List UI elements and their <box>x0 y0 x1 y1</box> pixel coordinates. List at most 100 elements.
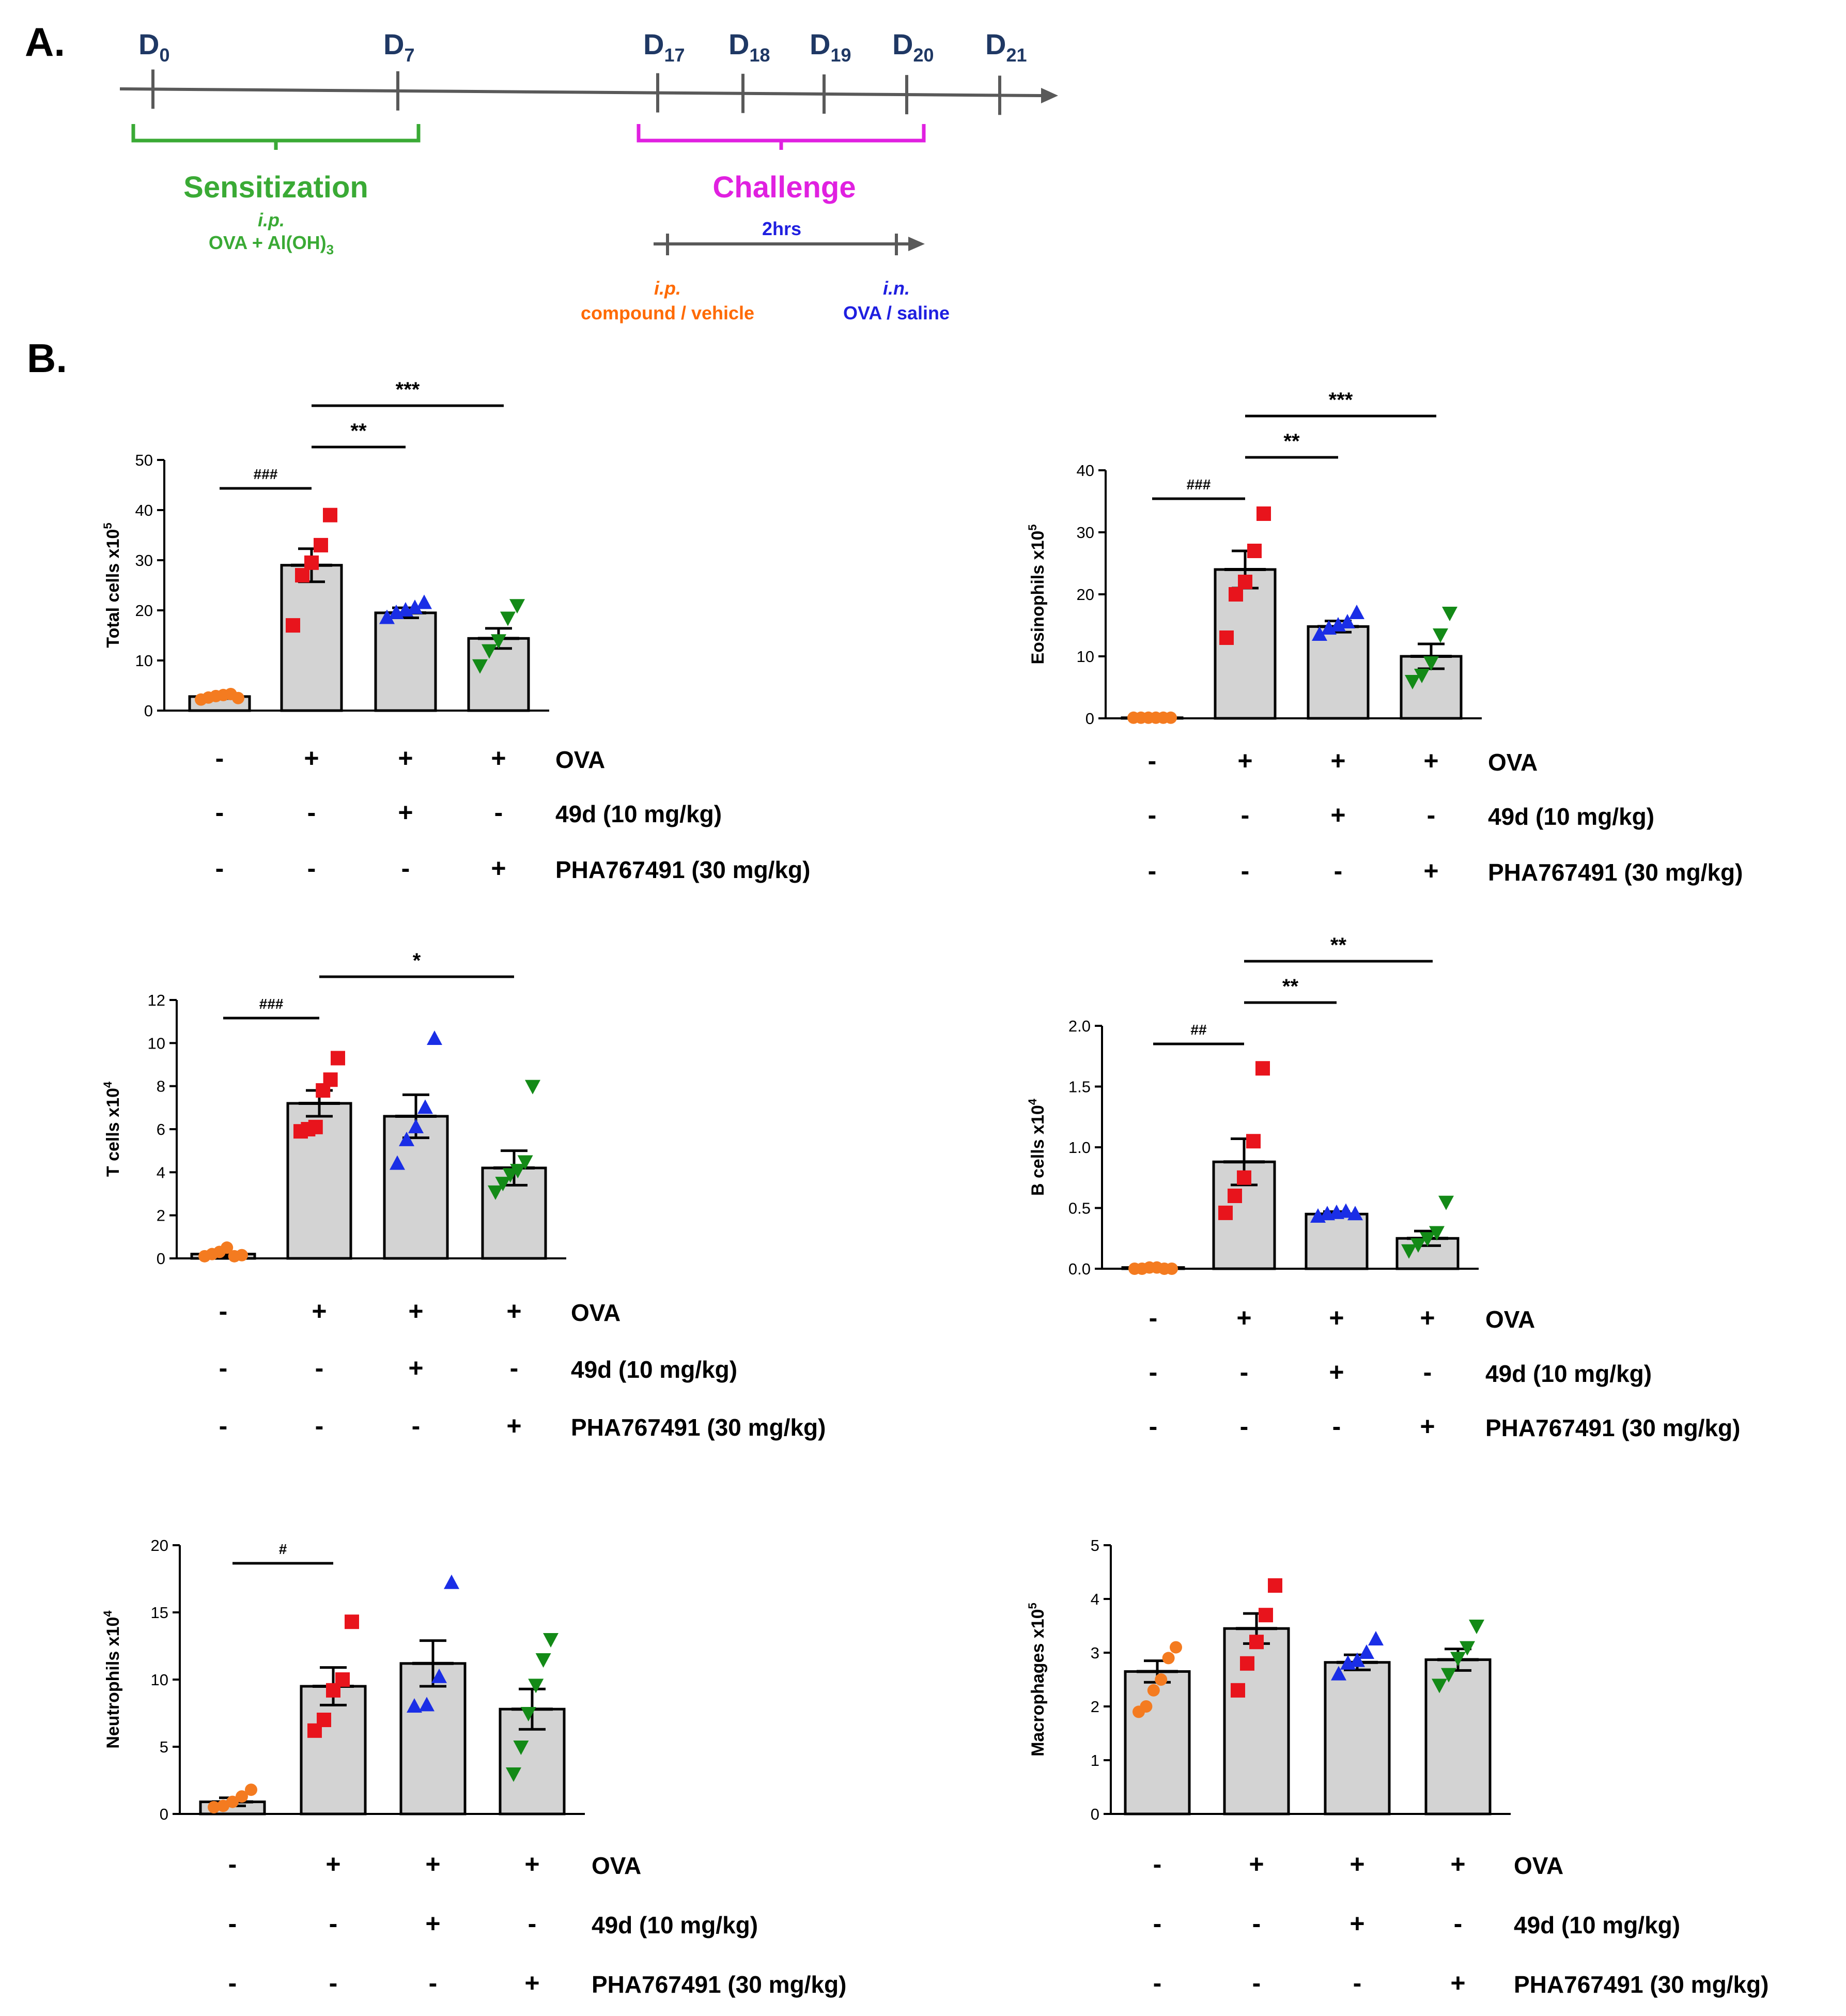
group-label: PHA767491 (30 mg/kg) <box>1514 1971 1769 1998</box>
group-sign: - <box>510 1353 519 1382</box>
day-label: D17 <box>643 28 685 66</box>
group-sign: - <box>1332 1412 1341 1441</box>
day-label-sub: 21 <box>1006 44 1027 66</box>
bar <box>1324 1661 1391 1815</box>
timeline-diagram: D0 D7 D17 D18 D19 D20 D21 Sensitization i.p. O… <box>119 28 1058 324</box>
y-tick-label: 40 <box>135 501 153 519</box>
day-label-base: D <box>138 28 159 60</box>
data-point <box>419 1697 435 1712</box>
significance-label: ** <box>1283 430 1300 453</box>
group-sign: + <box>1450 1850 1465 1879</box>
y-tick-label: 0.5 <box>1068 1199 1091 1218</box>
group-sign: - <box>1153 1968 1162 1997</box>
y-axis-label-main: Total cells x10 <box>103 529 123 648</box>
data-point <box>543 1633 559 1648</box>
challenge-interval-arrow <box>908 237 925 251</box>
data-point <box>491 634 506 649</box>
significance-label: *** <box>1329 389 1353 411</box>
y-tick-label: 10 <box>151 1671 168 1689</box>
day-label: D18 <box>728 28 770 66</box>
data-point <box>1256 506 1271 521</box>
data-point <box>1228 1189 1242 1203</box>
data-point <box>335 1672 350 1687</box>
sensitization-title: Sensitization <box>183 171 368 204</box>
group-sign: - <box>401 854 410 883</box>
data-point <box>1414 669 1430 683</box>
data-point <box>488 1185 503 1200</box>
group-sign: - <box>528 1909 537 1938</box>
y-axis-label-exp: 5 <box>1026 1603 1039 1609</box>
day-label-base: D <box>383 28 404 60</box>
sensitization-bracket <box>131 124 421 150</box>
y-axis-label-main: Eosinophils x10 <box>1028 531 1048 665</box>
data-point <box>286 618 300 633</box>
data-point <box>407 599 423 614</box>
y-tick-label: 12 <box>148 991 165 1009</box>
group-sign: - <box>315 1353 324 1382</box>
group-sign: - <box>1252 1968 1261 1997</box>
day-label: D7 <box>383 28 414 66</box>
y-axis-label-main: T cells x10 <box>103 1088 123 1177</box>
group-label: 49d (10 mg/kg) <box>1488 803 1654 830</box>
data-point <box>1268 1578 1282 1593</box>
group-label: OVA <box>1488 749 1538 776</box>
y-tick-label: 0 <box>144 702 153 720</box>
group-sign: - <box>1148 746 1157 775</box>
data-point <box>399 1131 414 1146</box>
data-point <box>417 1099 433 1114</box>
group-sign: + <box>1420 1412 1435 1441</box>
y-axis-label-main: Macrophages x10 <box>1028 1609 1048 1756</box>
day-label-base: D <box>985 28 1006 60</box>
group-sign: - <box>1153 1850 1162 1879</box>
data-point <box>245 1783 257 1796</box>
group-sign: + <box>1237 746 1252 775</box>
data-point <box>1349 1652 1365 1667</box>
group-sign: - <box>219 1297 228 1326</box>
sensitization-agent-main: OVA + Al(OH) <box>209 232 327 253</box>
challenge-title: Challenge <box>712 171 856 204</box>
group-label: PHA767491 (30 mg/kg) <box>592 1971 846 1998</box>
ip-route: i.p. <box>654 278 681 299</box>
group-sign: + <box>1423 746 1438 775</box>
group-sign: - <box>219 1411 228 1440</box>
y-tick-label: 0.0 <box>1068 1260 1091 1278</box>
data-point <box>317 1713 331 1727</box>
y-tick-label: 40 <box>1077 461 1094 480</box>
data-point <box>304 555 319 570</box>
y-axis-label: T cells x104 <box>101 1081 123 1177</box>
data-point <box>495 1177 511 1192</box>
data-point <box>528 1679 544 1694</box>
group-sign: - <box>219 1353 228 1382</box>
group-sign: - <box>329 1968 338 1997</box>
data-point <box>232 691 244 704</box>
group-sign: + <box>1450 1968 1465 1997</box>
data-point <box>226 1795 239 1808</box>
group-sign: - <box>1153 1909 1162 1938</box>
significance-label: ** <box>1330 934 1347 957</box>
y-tick-label: 4 <box>1091 1590 1099 1608</box>
group-sign: + <box>524 1850 539 1879</box>
data-point <box>1429 1226 1445 1241</box>
y-tick-label: 8 <box>157 1078 165 1096</box>
data-point <box>1170 1641 1182 1654</box>
group-sign: - <box>228 1850 237 1879</box>
bar <box>300 1685 367 1815</box>
data-point <box>506 1767 521 1782</box>
y-tick-label: 0 <box>160 1805 168 1823</box>
y-axis-label: B cells x104 <box>1026 1098 1048 1196</box>
y-axis-label-exp: 5 <box>1026 524 1039 530</box>
day-label: D21 <box>985 28 1027 66</box>
group-sign: - <box>1353 1968 1362 1997</box>
group-sign: - <box>1241 856 1250 885</box>
group-sign: + <box>1236 1303 1251 1332</box>
group-sign: + <box>325 1850 340 1879</box>
group-sign: - <box>215 744 224 773</box>
data-point <box>1259 1608 1273 1623</box>
group-sign: - <box>1148 801 1157 829</box>
significance-label: ### <box>1187 476 1211 493</box>
group-sign: + <box>1329 1358 1344 1387</box>
data-point <box>407 1698 422 1713</box>
